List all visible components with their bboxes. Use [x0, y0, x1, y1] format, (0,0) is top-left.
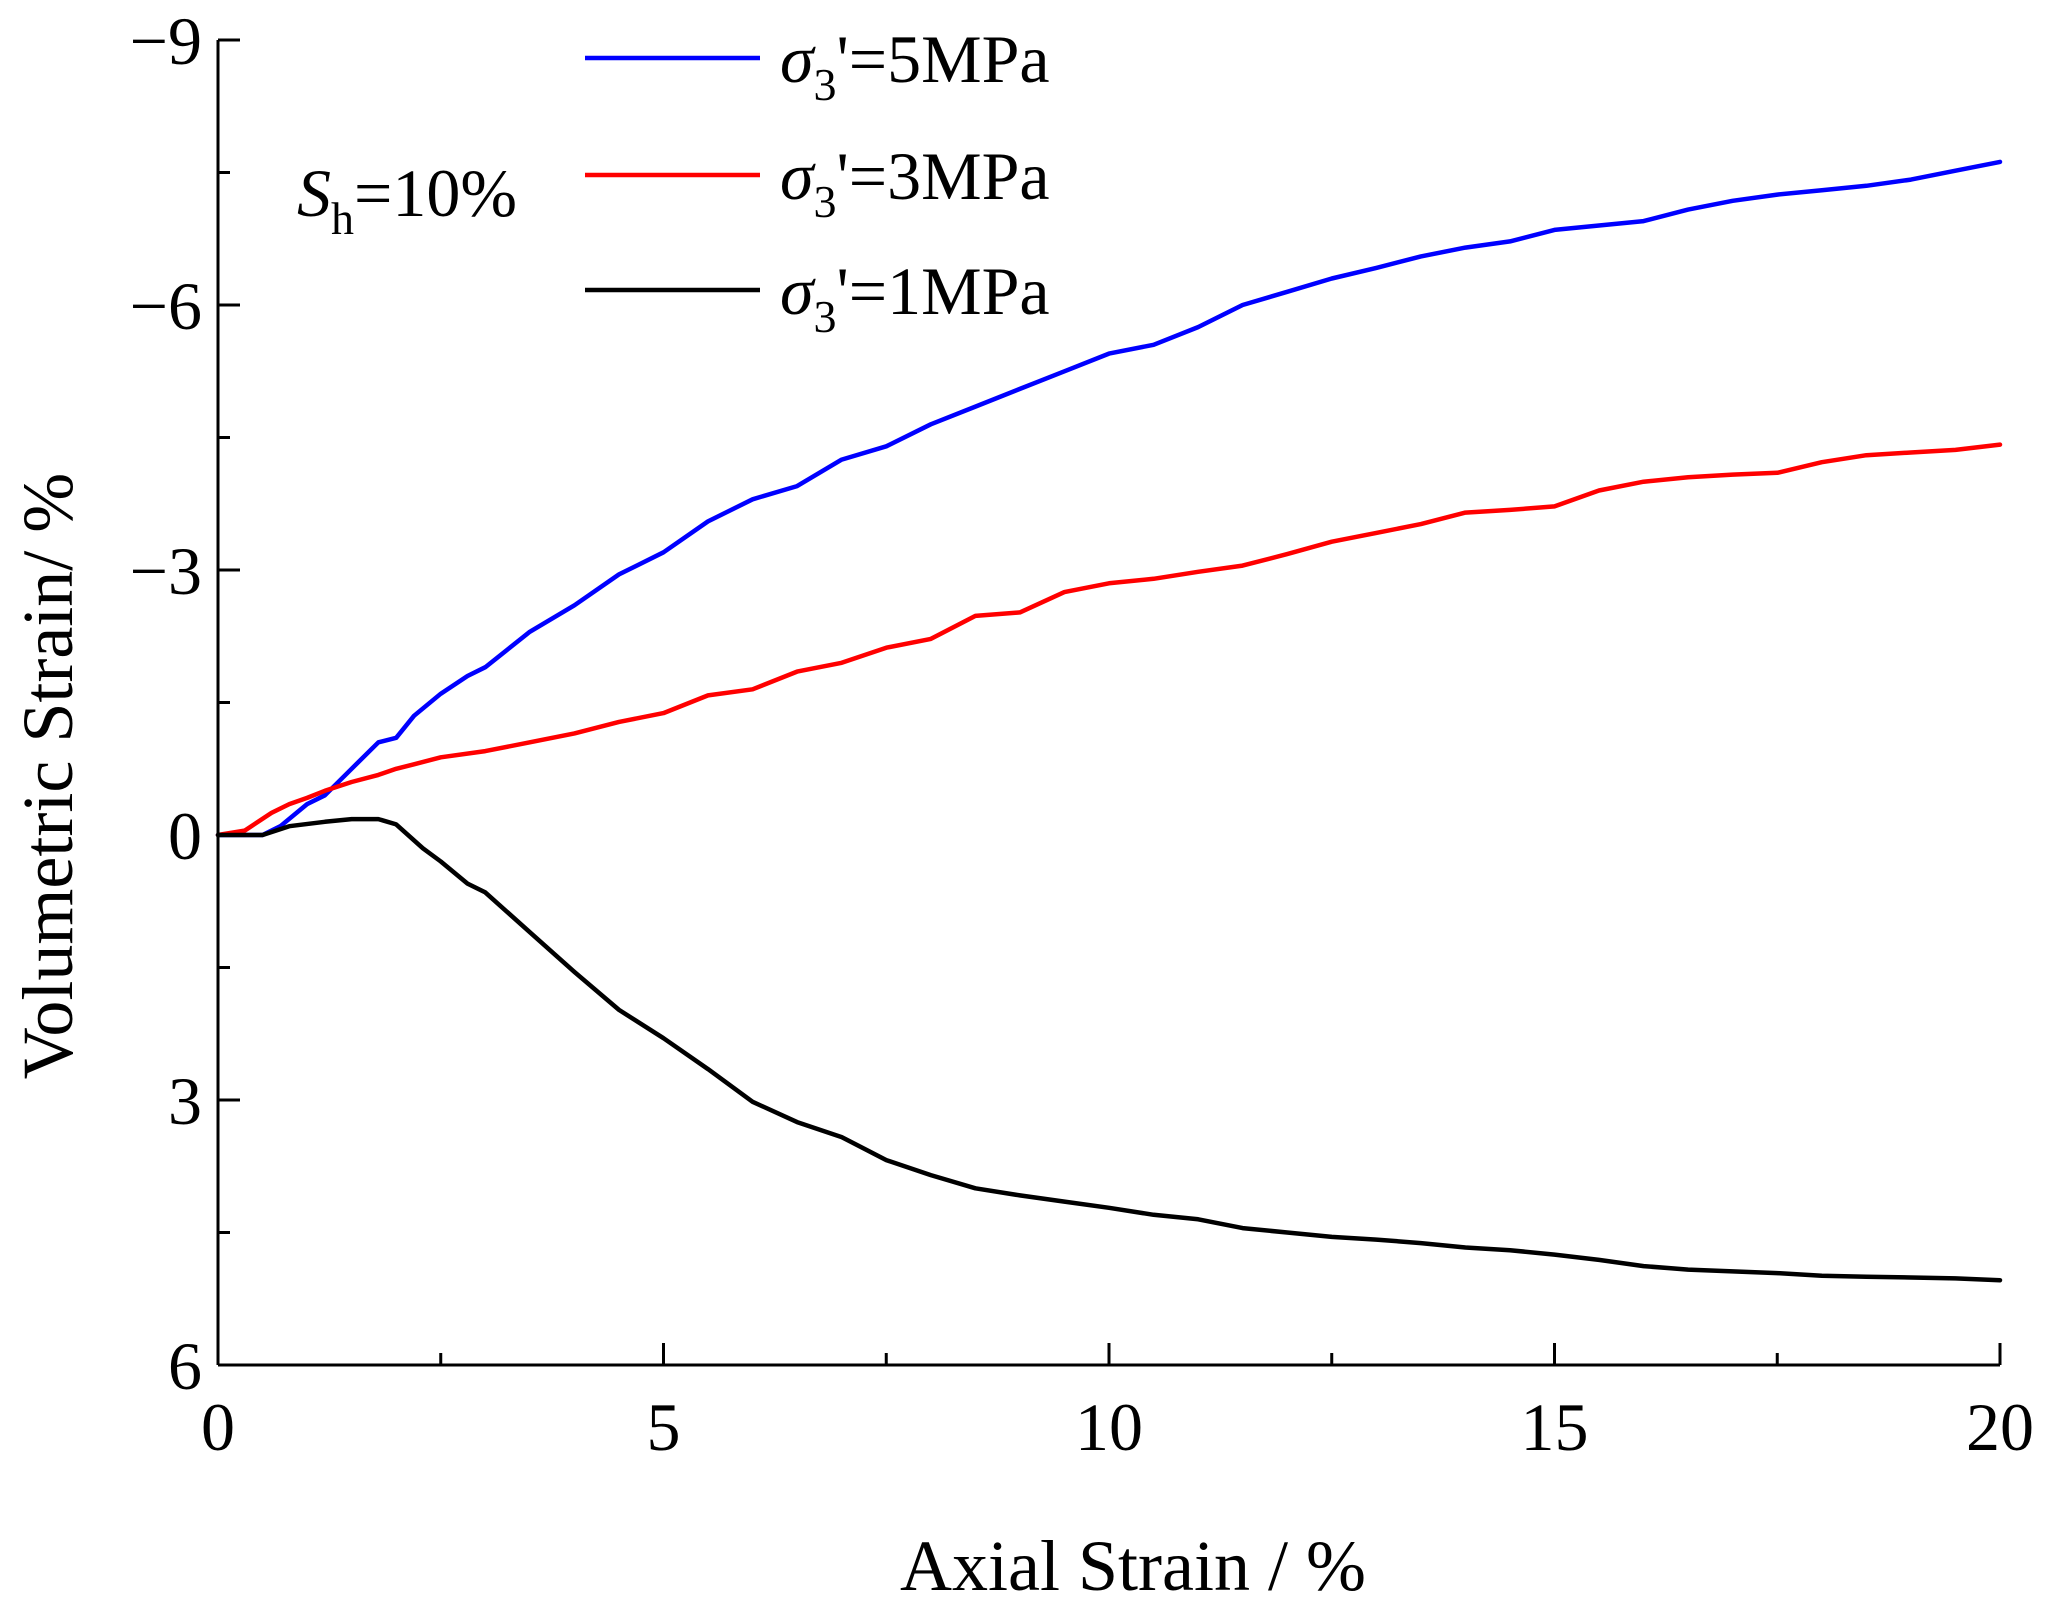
x-tick-label: 15 [1521, 1389, 1589, 1465]
y-axis-title: Volumetric Strain/ % [8, 473, 88, 1080]
legend: σ3'=5MPa σ3'=3MPa σ3'=1MPa [585, 21, 1050, 342]
y-tick-label: 6 [168, 1328, 202, 1404]
series-line-3 [215, 816, 2003, 1283]
x-tick-label: 20 [1966, 1389, 2034, 1465]
y-tick-label: −3 [130, 533, 202, 609]
x-tick-label: 0 [201, 1389, 235, 1465]
series-line-1 [215, 159, 2003, 838]
sh-subscript: h [331, 193, 354, 244]
y-tick-label: 0 [168, 798, 202, 874]
legend-label-2: σ3'=3MPa [780, 138, 1050, 227]
legend-label-3: σ3'=1MPa [780, 253, 1050, 342]
sh-value: =10% [354, 155, 517, 231]
series-line-2 [215, 442, 2003, 838]
sh-annotation: Sh=10% [297, 155, 517, 244]
x-axis-title: Axial Strain / % [900, 1526, 1366, 1606]
y-tick-label: −6 [130, 268, 202, 344]
axes [216, 40, 2000, 1367]
ticks: 0 5 10 15 20 −9 −6 −3 0 3 6 [130, 3, 2034, 1465]
x-tick-label: 10 [1075, 1389, 1143, 1465]
x-tick-label: 5 [647, 1389, 681, 1465]
y-tick-label: 3 [168, 1063, 202, 1139]
plot-lines [215, 159, 2003, 1283]
legend-label-1: σ3'=5MPa [780, 21, 1050, 110]
sh-symbol: S [297, 155, 331, 231]
y-tick-label: −9 [130, 3, 202, 79]
